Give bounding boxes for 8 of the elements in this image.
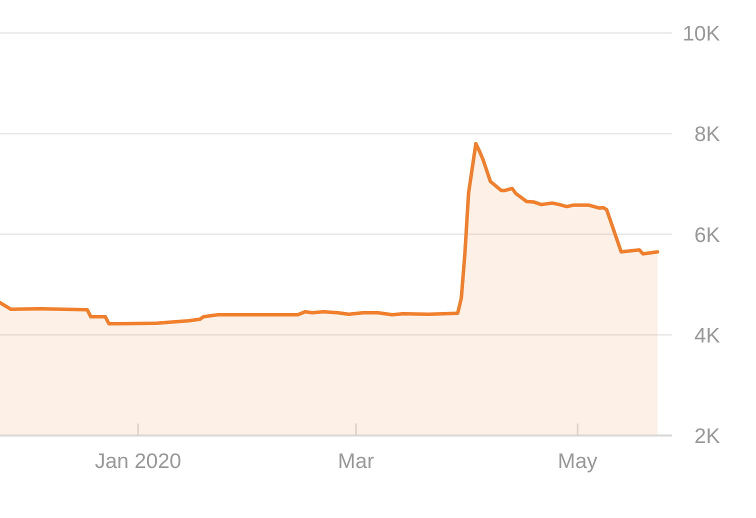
y-tick-label: 2K xyxy=(694,425,720,448)
x-tick-label: May xyxy=(558,450,598,473)
y-tick-label: 10K xyxy=(682,22,720,46)
y-tick-label: 6K xyxy=(694,224,720,247)
y-tick-label: 4K xyxy=(694,324,720,348)
x-tick-label: Jan 2020 xyxy=(94,450,182,473)
y-tick-label: 8K xyxy=(694,123,720,146)
x-tick-label: Mar xyxy=(338,450,374,473)
